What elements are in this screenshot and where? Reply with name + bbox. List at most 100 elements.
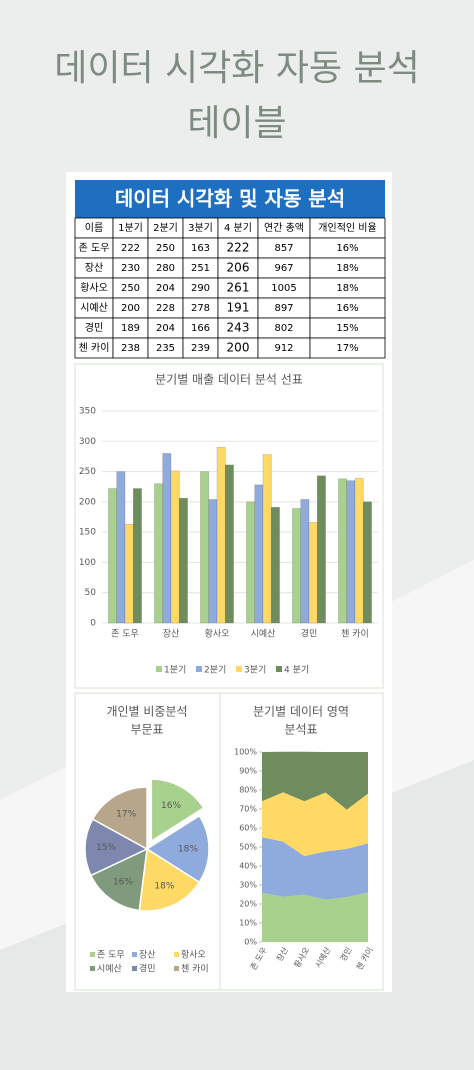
y-tick-label: 50% [239,843,257,852]
legend-label: 4 분기 [284,665,309,676]
table-text: 연간 총액 [264,222,304,234]
y-tick-label: 60% [239,824,257,833]
chart-frame [219,692,384,991]
legend-swatch [156,666,162,672]
x-tick-label: 첸 카이 [341,629,369,640]
pie-slice [138,847,201,912]
table-title-bar [75,180,385,218]
y-tick-label: 150 [79,528,96,538]
table-text: 206 [227,261,250,275]
table-text: 204 [156,283,175,294]
data-label: 18% [154,882,174,892]
legend-swatch [174,966,179,971]
table-text: 191 [227,301,250,315]
table-text: 280 [156,263,175,274]
table-text: 204 [156,323,175,334]
bar [292,508,302,624]
y-tick-label: 70% [239,805,257,814]
y-tick-label: 200 [79,497,96,507]
table-text: 존 도우 [79,242,110,254]
table-text: 967 [274,263,293,274]
bar [338,478,348,624]
bar [200,471,210,624]
table-text: 897 [274,303,293,314]
legend-label: 1분기 [164,665,186,676]
bar [354,477,364,624]
table-text: 16% [336,303,358,314]
table-text: 228 [156,303,175,314]
area [262,837,368,900]
table-text: 4 분기 [224,222,252,234]
bar [308,522,318,624]
table-text: 첸 카이 [79,342,110,354]
legend-swatch [174,952,179,957]
table-text: 278 [191,303,210,314]
legend-label: 경민 [139,963,156,975]
x-tick-label: 황사오 [205,629,230,640]
table-text: 2분기 [153,222,178,234]
legend-swatch [196,666,202,672]
y-tick-label: 250 [79,467,96,477]
x-tick-label: 시예산 [251,629,276,640]
table-text: 222 [227,241,250,255]
x-tick-label: 장산 [163,629,180,640]
data-label: 15% [96,843,116,853]
table-text: 239 [191,343,210,354]
legend-label: 황사오 [181,950,206,961]
area [262,892,368,942]
legend-label: 시예산 [97,964,122,975]
bar [254,484,264,624]
y-tick-label: 40% [239,862,257,871]
table-text: 189 [121,323,140,334]
pie-slice [89,847,148,912]
data-label: 18% [178,845,198,855]
bar [116,471,126,624]
table-text: 802 [274,323,293,334]
chart-title: 개인별 비중분석 [106,705,187,719]
table-text: 163 [191,243,210,254]
table-text: 200 [227,341,250,355]
bar [216,447,226,624]
table-title: 데이터 시각화 및 자동 분석 [115,187,345,211]
table-text: 18% [336,283,358,294]
legend-label: 3분기 [244,665,266,676]
legend-swatch [132,966,137,971]
bar [132,488,142,624]
area [262,751,368,810]
y-tick-label: 0% [244,938,257,947]
table-text: 912 [274,343,293,354]
table-text: 251 [191,263,210,274]
table-text: 235 [156,343,175,354]
pie-slice [150,778,205,843]
bar [154,483,164,624]
table-text: 16% [336,243,358,254]
table-text: 시예산 [80,302,108,314]
header-title: 테이블 [187,103,286,144]
y-tick-label: 350 [79,407,96,417]
y-tick-label: 30% [239,881,257,890]
y-tick-label: 90% [239,767,257,776]
table-text: 222 [121,243,140,254]
bar [208,499,218,624]
area [262,792,368,857]
table-text: 200 [121,303,140,314]
table-text: 166 [191,323,210,334]
bar [108,488,118,624]
bar [362,501,372,624]
legend-label: 첸 카이 [181,964,209,975]
table-text: 황사오 [80,282,108,294]
y-tick-label: 10% [239,919,257,928]
chart-title: 부문표 [130,723,163,737]
legend-swatch [236,666,242,672]
chart-title: 분기별 매출 데이터 분석 선표 [155,373,303,387]
x-tick-label: 경민 [301,628,318,640]
bar [162,453,172,624]
table-cell [309,337,386,359]
bar [170,470,180,624]
legend-swatch [276,666,282,672]
header-title: 데이터 시각화 자동 분석 [54,48,420,89]
bar [178,497,188,624]
bar [124,523,134,624]
x-tick-label: 존 도우 [111,629,139,640]
